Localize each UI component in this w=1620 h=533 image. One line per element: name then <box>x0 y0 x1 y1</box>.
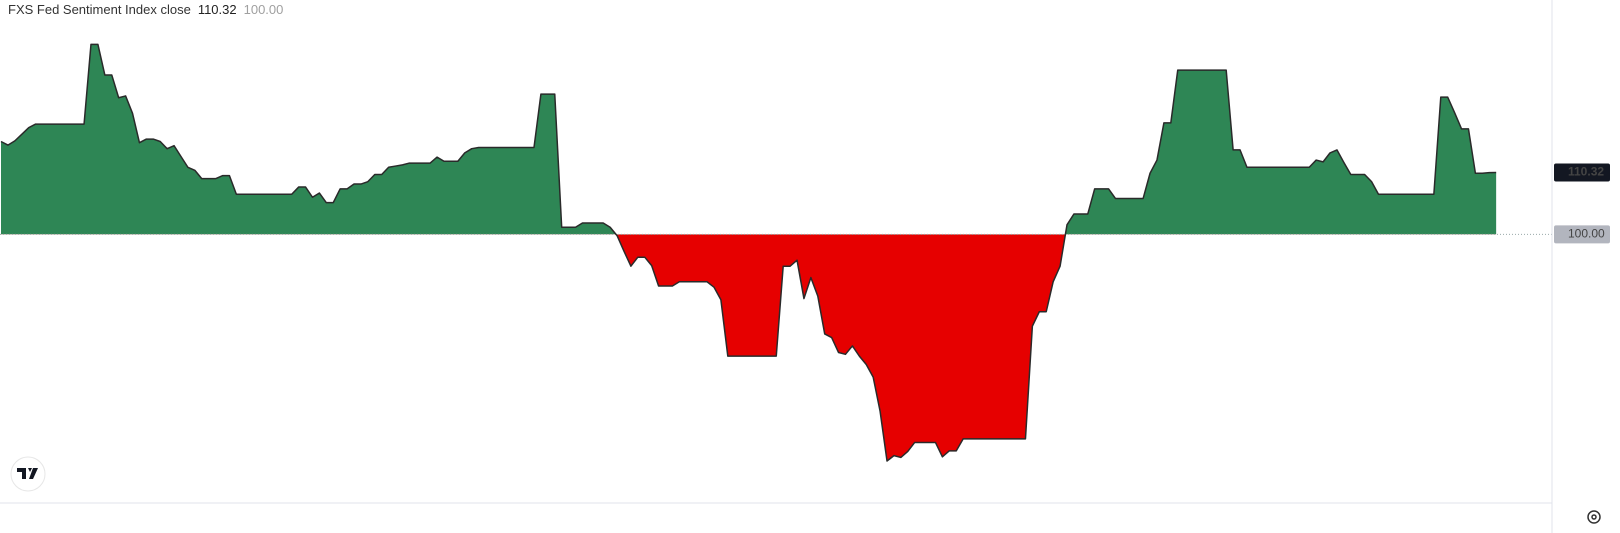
line <box>0 43 1497 462</box>
tradingview-logo <box>10 456 46 492</box>
area-above-baseline <box>1 44 1497 235</box>
baseline-box <box>1554 225 1610 244</box>
last-price-label: 110.32 <box>1568 165 1604 179</box>
settings-gear[interactable] <box>1587 510 1601 524</box>
area-below-baseline <box>1 234 1497 462</box>
baseline-value: 100.00 <box>243 2 284 17</box>
last-value: 110.32 <box>197 2 237 17</box>
plot <box>0 43 1552 462</box>
last-price-box <box>1554 163 1610 182</box>
baseline-label: 100.00 <box>1568 227 1605 241</box>
series-title: FXS Fed Sentiment Index close <box>8 2 191 17</box>
legend-header: FXS Fed Sentiment Index close 110.32 100… <box>8 2 283 17</box>
